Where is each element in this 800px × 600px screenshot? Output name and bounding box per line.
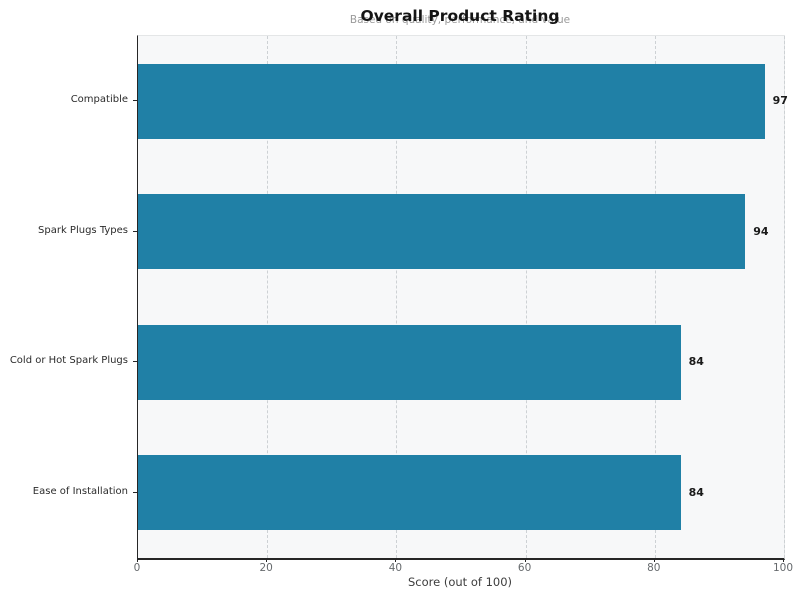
x-tick-mark	[524, 558, 526, 562]
plot-area: 97 94 84 84	[137, 35, 788, 560]
x-tick-mark	[266, 558, 268, 562]
y-tick-mark	[133, 361, 137, 363]
x-tick-label: 100	[772, 562, 794, 574]
gridline	[654, 36, 656, 558]
x-tick-label: 60	[517, 562, 532, 574]
x-tick-mark	[783, 558, 784, 562]
x-tick-mark	[653, 558, 655, 562]
bar	[138, 324, 681, 400]
y-tick-mark	[133, 491, 137, 493]
x-tick-mark	[137, 558, 138, 562]
gridline	[396, 36, 398, 558]
chart-subtitle: Based on quality, performance, and value	[349, 14, 571, 26]
bar-value-label: 97	[772, 94, 788, 108]
gridline	[784, 36, 785, 558]
y-tick-label: Compatible	[70, 94, 128, 106]
x-tick-label: 0	[133, 562, 141, 574]
x-axis-label: Score (out of 100)	[407, 575, 513, 589]
y-tick-label: Cold or Hot Spark Plugs	[9, 355, 128, 367]
bar	[138, 455, 681, 531]
bar-value-label: 84	[688, 355, 704, 369]
bar-value-label: 94	[753, 224, 769, 238]
y-tick-mark	[133, 100, 137, 102]
x-tick-label: 20	[259, 562, 273, 574]
gridline	[267, 36, 269, 558]
y-tick-label: Ease of Installation	[32, 485, 128, 497]
y-tick-label: Spark Plugs Types	[38, 224, 128, 236]
chart-title: Overall Product Rating	[360, 7, 560, 25]
gridline	[525, 36, 527, 558]
y-tick-mark	[133, 230, 137, 232]
x-tick-label: 40	[388, 562, 403, 574]
bar	[138, 63, 765, 139]
x-tick-mark	[395, 558, 397, 562]
bar-value-label: 84	[688, 485, 704, 499]
x-tick-label: 80	[647, 562, 661, 574]
bar	[138, 194, 746, 270]
